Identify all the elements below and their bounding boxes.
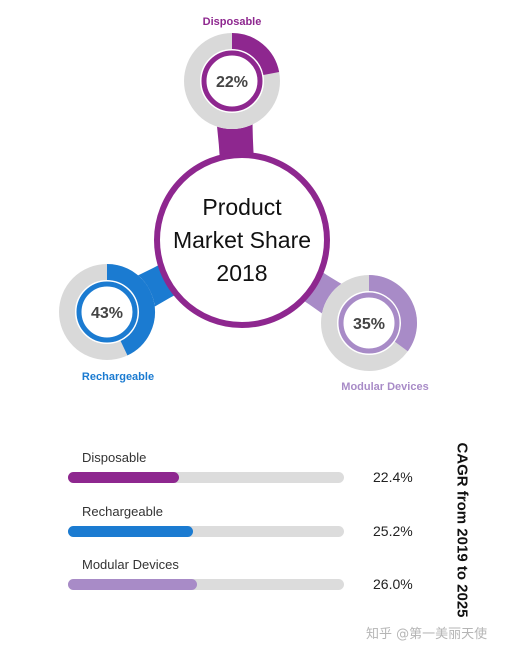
market-share-infographic: Product Market Share 2018 22% Disposable 4… — [59, 16, 429, 393]
bar-label-modular: Modular Devices — [82, 557, 179, 572]
bar-track — [68, 579, 344, 590]
bar-fill-disposable — [68, 472, 179, 483]
bar-track — [68, 526, 344, 537]
bar-value-modular: 26.0% — [373, 576, 413, 592]
bar-row-disposable: Disposable 22.4% — [68, 450, 428, 490]
bar-value-disposable: 22.4% — [373, 469, 413, 485]
bar-label-disposable: Disposable — [82, 450, 147, 465]
donut-label-rechargeable: Rechargeable — [82, 371, 154, 383]
bar-value-rechargeable: 25.2% — [373, 523, 413, 539]
bar-fill-rechargeable — [68, 526, 193, 537]
watermark: 知乎 @第一美丽天使 — [366, 627, 488, 642]
donut-arc-modular — [368, 275, 417, 352]
bar-row-modular: Modular Devices 26.0% — [68, 557, 428, 597]
donut-arc-rechargeable — [106, 264, 155, 356]
donut-value-disposable: 22% — [216, 74, 248, 91]
donut-modular: 35% Modular Devices — [321, 275, 429, 393]
donut-rechargeable: 43% Rechargeable — [59, 264, 155, 383]
donut-value-rechargeable: 43% — [91, 305, 123, 322]
donut-label-modular: Modular Devices — [341, 381, 428, 393]
bar-fill-modular — [68, 579, 197, 590]
donut-inner-ring — [338, 292, 400, 354]
donut-inner-ring — [76, 281, 138, 343]
bar-label-rechargeable: Rechargeable — [82, 504, 163, 519]
donuts: 22% Disposable 43% Rechargeable 35% Modular D… — [59, 16, 429, 393]
donut-value-modular: 35% — [353, 316, 385, 333]
donut-inner-ring — [201, 50, 263, 112]
center-title-line-3: 2018 — [216, 260, 267, 286]
donut-arc-disposable — [231, 33, 280, 76]
donut-label-disposable: Disposable — [203, 16, 262, 28]
bar-row-rechargeable: Rechargeable 25.2% — [68, 504, 428, 544]
bar-track — [68, 472, 344, 483]
center-title-line-2: Market Share — [173, 227, 311, 253]
center-hub: Product Market Share 2018 — [154, 152, 330, 328]
center-title-line-1: Product — [202, 194, 282, 220]
cagr-title: CAGR from 2019 to 2025 — [453, 442, 471, 618]
donut-disposable: 22% Disposable — [184, 16, 280, 129]
center-circle — [154, 152, 330, 328]
